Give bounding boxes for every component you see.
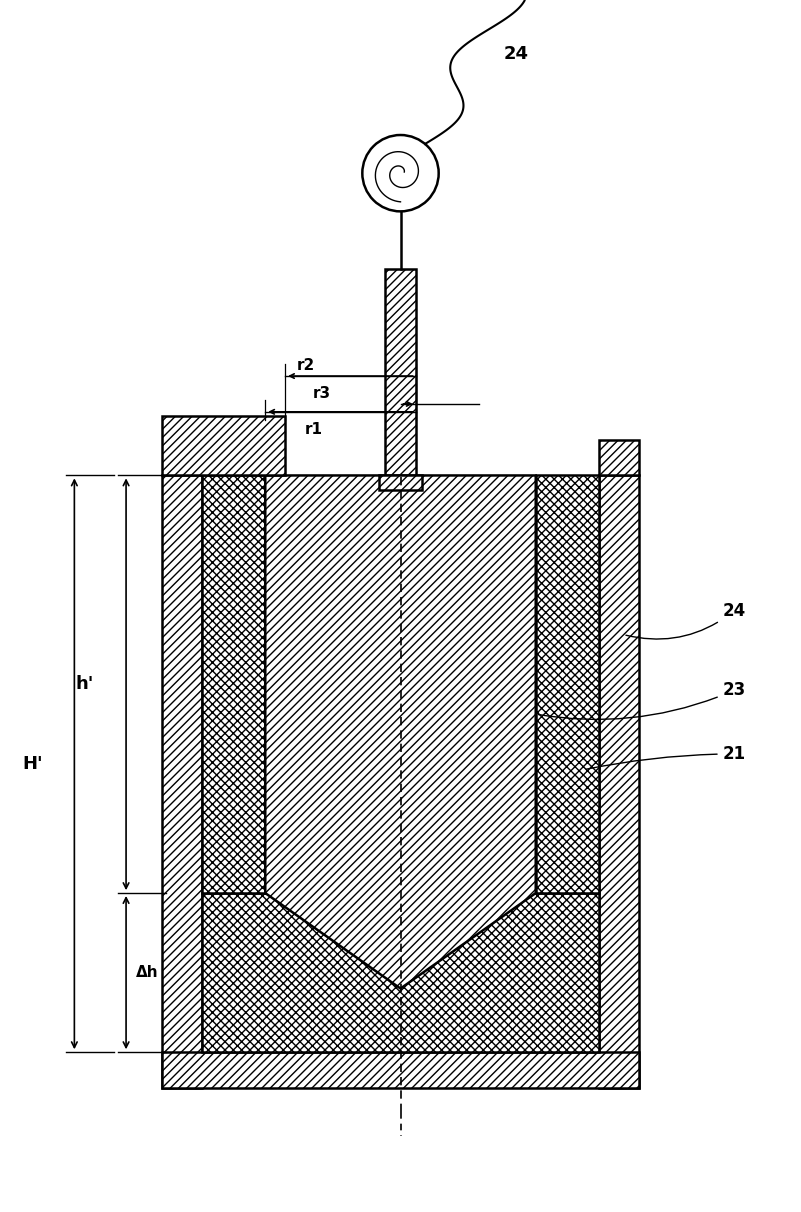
Text: H': H'	[22, 755, 43, 773]
Text: h': h'	[75, 675, 94, 693]
Bar	[162, 1052, 639, 1088]
Bar	[599, 440, 639, 475]
Text: 24: 24	[626, 601, 746, 639]
Bar	[385, 269, 416, 475]
Bar	[380, 475, 421, 490]
Text: r2: r2	[297, 358, 316, 372]
Text: Δh: Δh	[135, 965, 159, 981]
Bar	[202, 893, 599, 1052]
Text: 21: 21	[586, 745, 746, 770]
Text: r1: r1	[305, 422, 323, 438]
Circle shape	[362, 135, 439, 211]
Text: r3: r3	[313, 385, 331, 400]
Text: 23: 23	[538, 681, 746, 720]
Bar	[202, 475, 265, 893]
Text: 24: 24	[504, 45, 529, 63]
Bar	[536, 475, 599, 893]
Bar	[599, 475, 639, 1088]
Bar	[162, 416, 285, 475]
Polygon shape	[265, 475, 536, 989]
Bar	[162, 475, 202, 1088]
